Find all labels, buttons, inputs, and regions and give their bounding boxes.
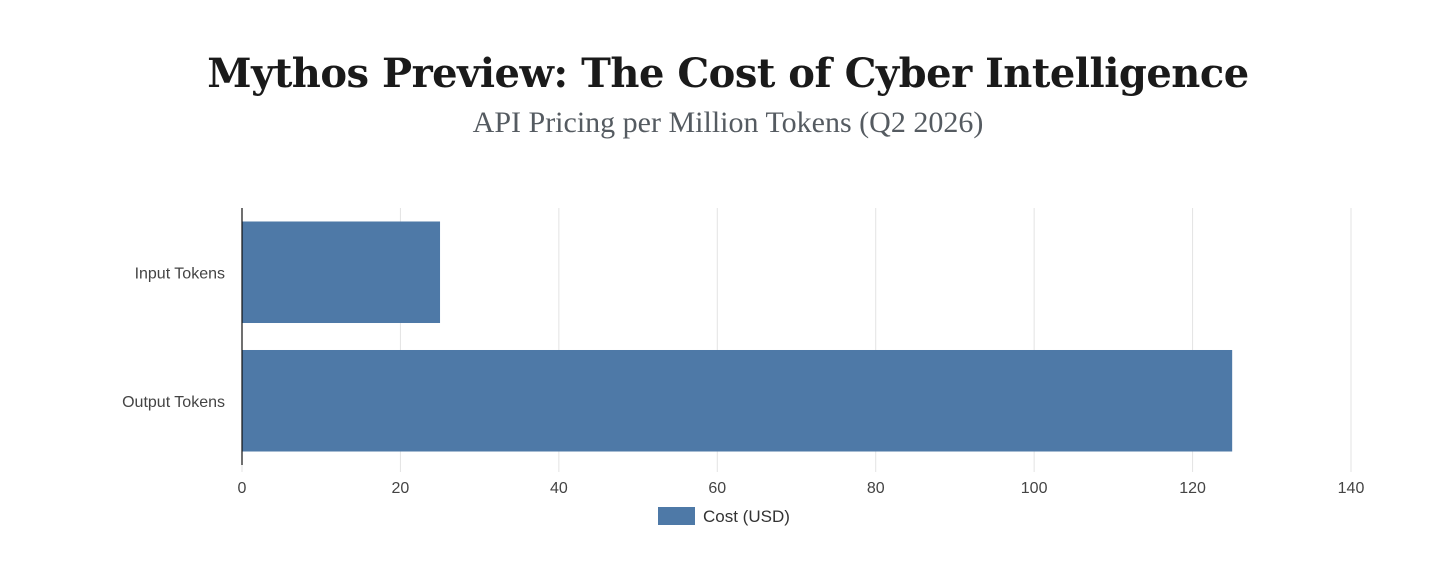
legend: Cost (USD) xyxy=(658,507,790,526)
x-tick-label: 20 xyxy=(392,480,410,497)
chart-subtitle: API Pricing per Million Tokens (Q2 2026) xyxy=(472,106,984,139)
x-tick-label: 100 xyxy=(1021,480,1048,497)
y-category-label: Input Tokens xyxy=(135,265,225,282)
bar-output-tokens xyxy=(242,349,1233,452)
y-axis-labels: Input Tokens Output Tokens xyxy=(122,265,225,411)
x-tick-label: 140 xyxy=(1338,480,1365,497)
x-tick-label: 0 xyxy=(238,480,247,497)
bars xyxy=(242,221,1233,452)
y-category-label: Output Tokens xyxy=(122,394,225,411)
chart-title: Mythos Preview: The Cost of Cyber Intell… xyxy=(207,50,1249,97)
legend-swatch xyxy=(658,507,695,525)
bar-input-tokens xyxy=(242,221,441,324)
x-tick-label: 60 xyxy=(708,480,726,497)
x-tick-label: 120 xyxy=(1179,480,1206,497)
legend-label: Cost (USD) xyxy=(703,507,790,526)
x-tick-label: 80 xyxy=(867,480,885,497)
x-tick-label: 40 xyxy=(550,480,568,497)
x-axis-ticks: 0 20 40 60 80 100 120 140 xyxy=(238,465,1365,497)
